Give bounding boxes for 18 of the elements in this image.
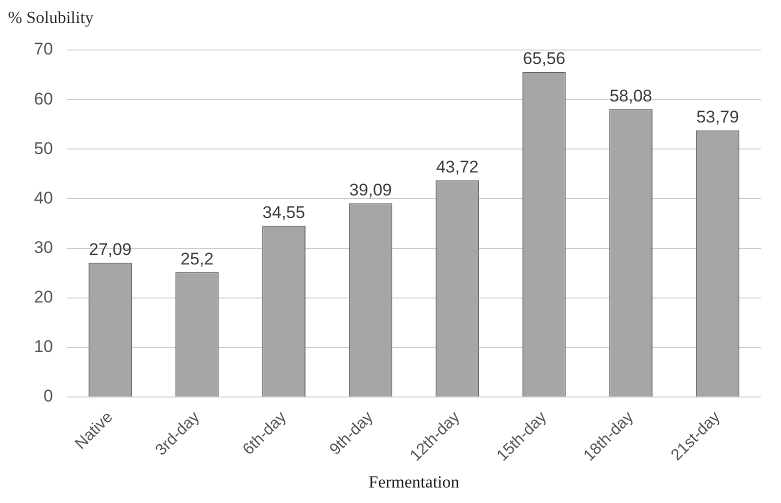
data-label: 39,09 [349,180,392,200]
data-label: 43,72 [436,157,479,176]
y-tick-label: 70 [34,40,53,59]
y-tick-label: 40 [34,188,53,208]
data-label: 53,79 [696,108,739,127]
y-tick-label: 0 [43,386,53,406]
data-label: 25,2 [180,249,214,268]
data-label: 58,08 [610,86,652,106]
y-tick-label: 50 [34,138,53,158]
data-label: 65,56 [522,49,566,68]
y-tick-label: 30 [34,238,53,257]
y-tick-label: 60 [34,89,53,108]
x-axis-title: Fermentation [368,472,460,492]
y-tick-label: 20 [34,288,53,307]
y-tick-label: 10 [34,337,53,356]
data-label: 27,09 [89,240,132,259]
data-label: 34,55 [262,202,306,222]
y-axis-title: % Solubility [8,8,94,28]
